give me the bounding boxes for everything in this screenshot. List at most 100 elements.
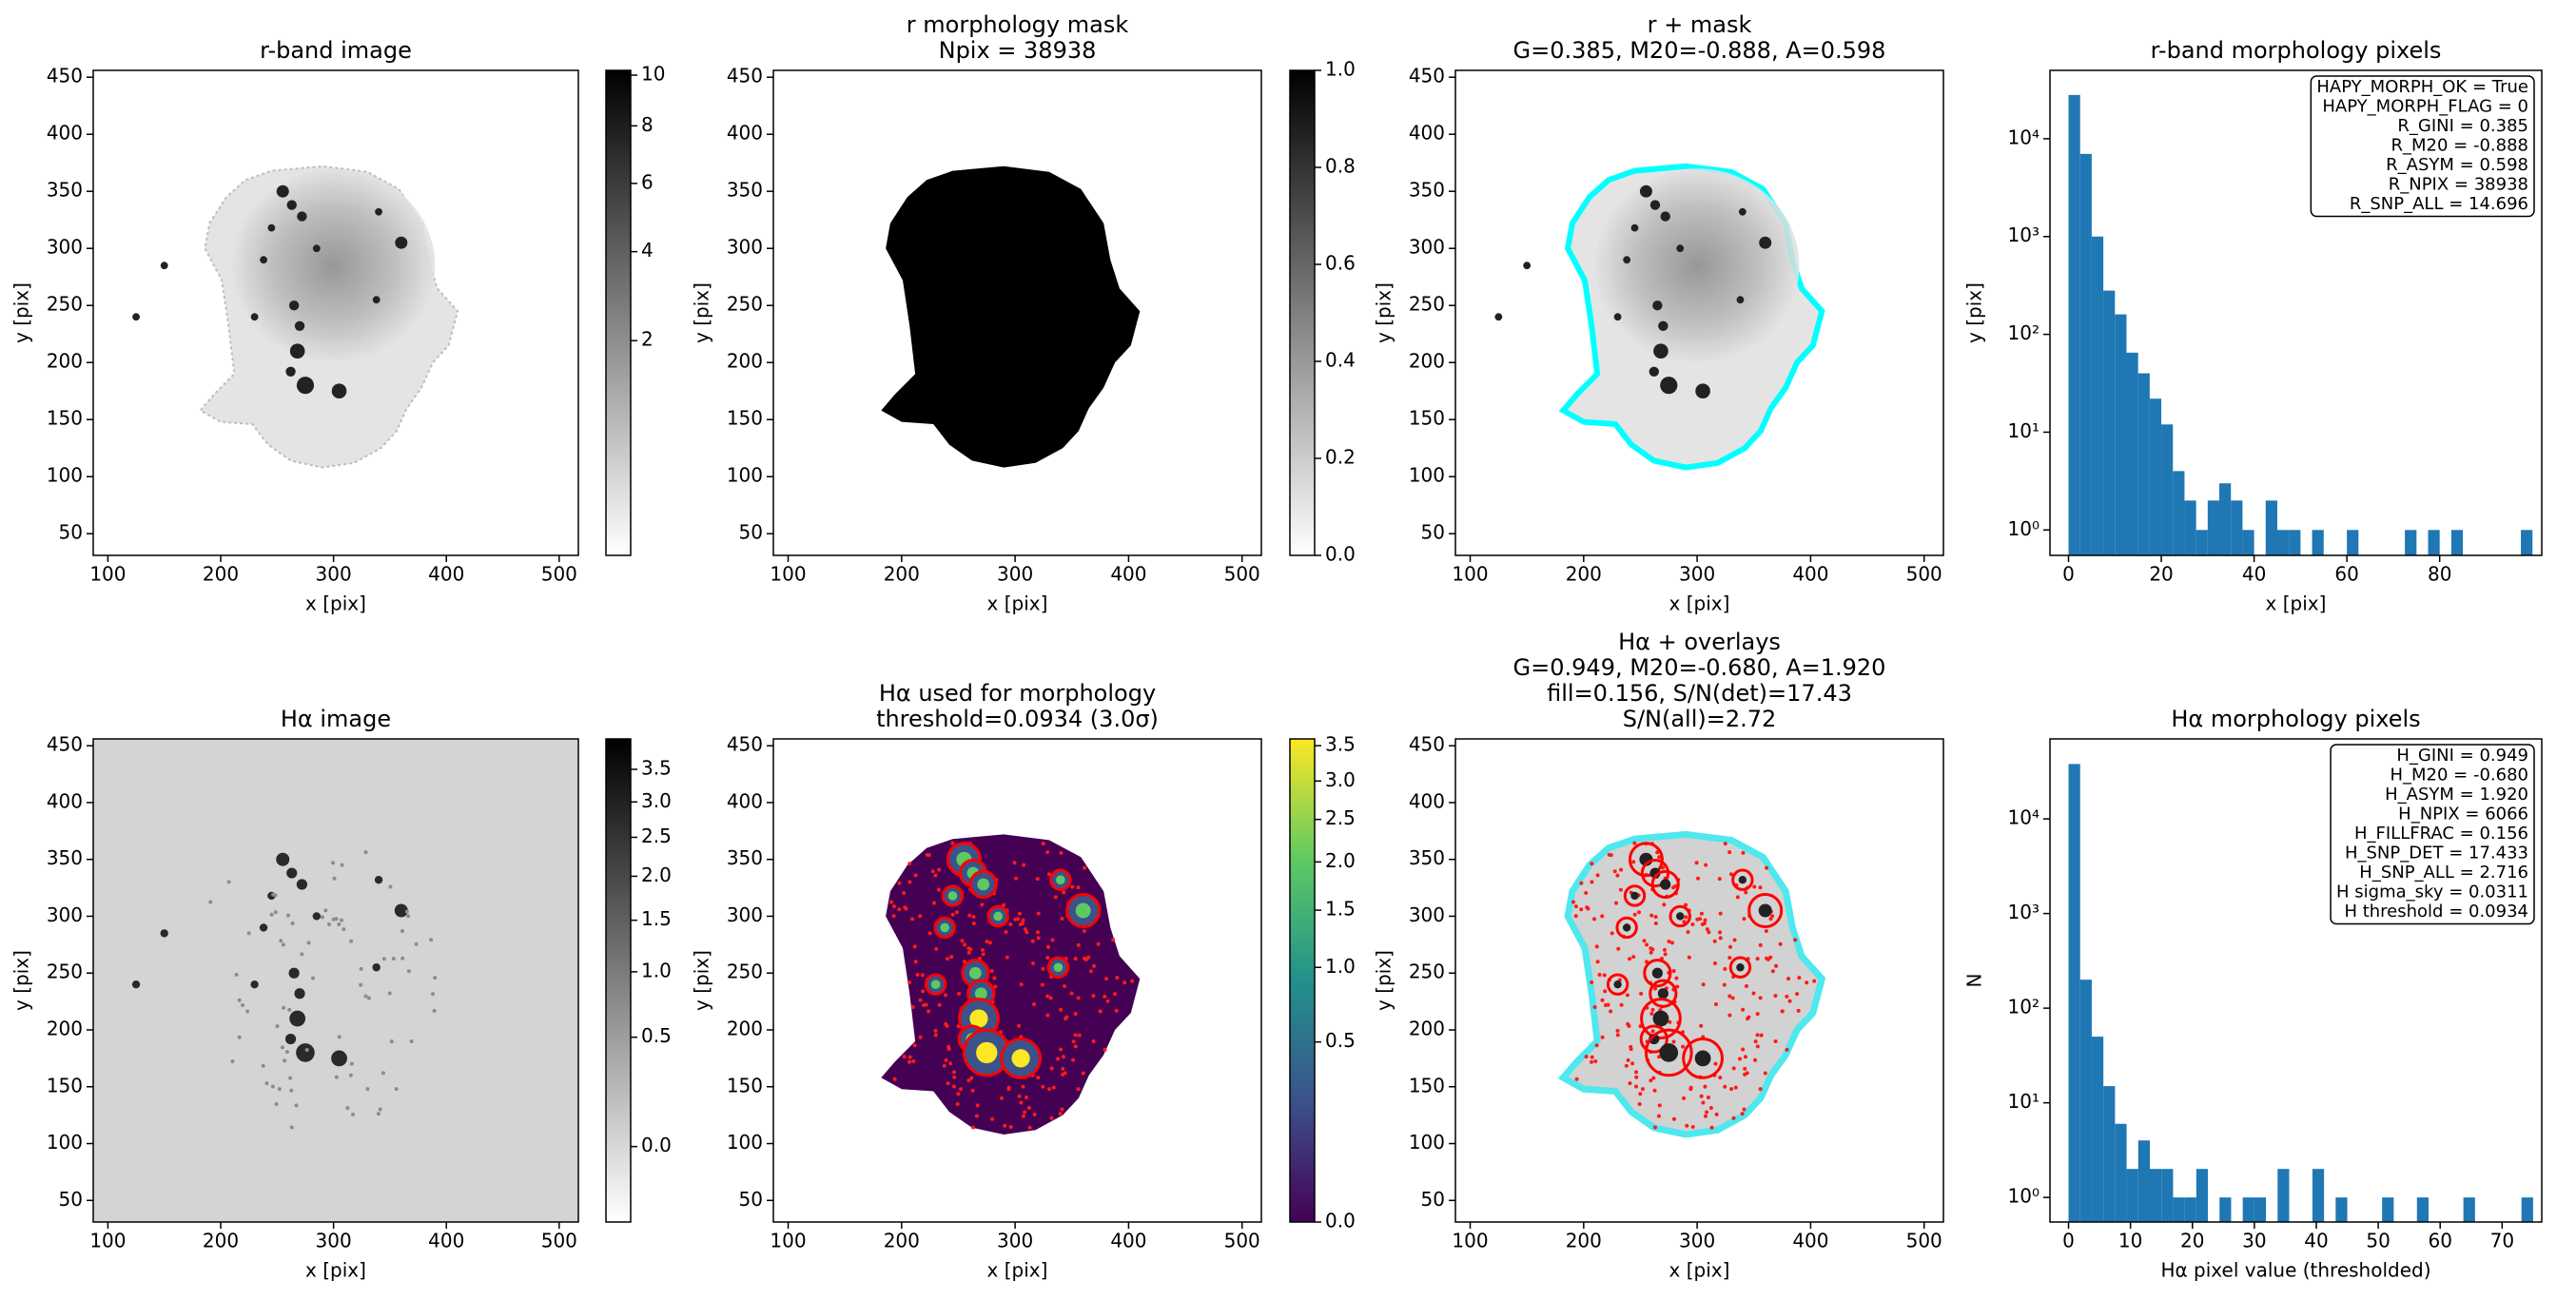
speck bbox=[1130, 979, 1135, 983]
speck bbox=[1763, 1071, 1767, 1076]
source bbox=[947, 891, 958, 901]
speck bbox=[1041, 966, 1045, 971]
speck bbox=[1595, 960, 1600, 964]
chart-title: Hα + overlays bbox=[1618, 629, 1781, 655]
speck bbox=[1650, 1007, 1655, 1012]
speck bbox=[1579, 907, 1584, 912]
source bbox=[288, 967, 300, 979]
source bbox=[1523, 262, 1532, 270]
speck bbox=[306, 941, 311, 945]
y-tick-label: 450 bbox=[727, 733, 763, 756]
y-tick-label: 300 bbox=[1409, 903, 1445, 926]
speck bbox=[1600, 1035, 1605, 1039]
y-axis-label: y [pix] bbox=[691, 282, 713, 343]
speck bbox=[1703, 1114, 1708, 1118]
speck bbox=[1699, 911, 1704, 916]
x-axis-label: x [pix] bbox=[2266, 592, 2327, 615]
bar bbox=[2254, 1197, 2267, 1222]
bar bbox=[2173, 1197, 2185, 1222]
speck bbox=[897, 881, 902, 885]
bar bbox=[2079, 980, 2092, 1222]
speck bbox=[1668, 1019, 1672, 1024]
speck bbox=[1059, 850, 1064, 855]
speck bbox=[1046, 872, 1051, 877]
source bbox=[1659, 1043, 1679, 1062]
source bbox=[286, 867, 298, 879]
speck bbox=[1675, 984, 1680, 989]
speck bbox=[1610, 931, 1614, 936]
speck bbox=[1632, 841, 1637, 845]
contour bbox=[1623, 884, 1647, 907]
bar bbox=[2149, 1169, 2162, 1222]
bar bbox=[2184, 1197, 2196, 1222]
x-tick-label: 500 bbox=[1906, 563, 1942, 586]
speck bbox=[280, 1045, 284, 1050]
y-tick-label: 350 bbox=[1409, 846, 1445, 869]
y-axis-label: N bbox=[1963, 974, 1986, 988]
speck bbox=[912, 944, 917, 949]
speck bbox=[907, 862, 912, 866]
x-tick-label: 20 bbox=[2149, 563, 2173, 586]
annotation-line: H_ASYM = 1.920 bbox=[2385, 785, 2528, 805]
chart-title: r-band morphology pixels bbox=[2151, 37, 2442, 64]
speck bbox=[283, 1058, 287, 1063]
source bbox=[1613, 313, 1622, 321]
speck bbox=[241, 1003, 245, 1008]
x-tick-label: 300 bbox=[997, 563, 1033, 586]
x-tick-label: 500 bbox=[541, 1230, 577, 1252]
speck bbox=[1013, 917, 1018, 922]
speck bbox=[1652, 1088, 1657, 1093]
bar bbox=[2184, 500, 2196, 555]
contour bbox=[1747, 892, 1784, 928]
speck bbox=[1059, 1047, 1064, 1052]
speck bbox=[1612, 869, 1617, 874]
speck bbox=[1637, 1101, 1642, 1106]
speck bbox=[1609, 1009, 1613, 1014]
speck bbox=[1669, 941, 1674, 945]
chart-title: G=0.385, M20=-0.888, A=0.598 bbox=[1513, 37, 1886, 64]
source bbox=[1652, 301, 1663, 311]
colorbar-tick-label: 1.5 bbox=[641, 907, 672, 930]
speck bbox=[1741, 1047, 1746, 1052]
speck bbox=[1755, 1044, 1760, 1049]
source bbox=[131, 980, 141, 989]
speck bbox=[1735, 895, 1740, 900]
source bbox=[1738, 876, 1747, 884]
annotation-line: H_SNP_ALL = 2.716 bbox=[2359, 863, 2528, 883]
source bbox=[1649, 366, 1659, 377]
speck bbox=[400, 928, 404, 933]
speck bbox=[915, 973, 920, 978]
masked-region bbox=[881, 834, 1141, 1135]
panel: 2 4 6 8 10 100 200 300 400 500 50 100 150 200 250 300 35… bbox=[10, 37, 666, 615]
speck bbox=[1070, 884, 1075, 889]
speck bbox=[1115, 976, 1120, 980]
source bbox=[285, 366, 296, 377]
speck bbox=[892, 1077, 897, 1081]
speck bbox=[1768, 917, 1773, 922]
speck bbox=[927, 931, 932, 936]
bar bbox=[2265, 500, 2277, 555]
speck bbox=[334, 1075, 339, 1079]
speck bbox=[966, 950, 971, 955]
galaxy-core bbox=[1594, 168, 1800, 363]
speck bbox=[1062, 984, 1066, 989]
speck bbox=[1071, 1057, 1076, 1062]
y-tick-label: 200 bbox=[47, 350, 83, 373]
y-tick-label: 150 bbox=[47, 1074, 83, 1096]
x-tick-label: 40 bbox=[2304, 1230, 2328, 1252]
speck bbox=[971, 915, 976, 920]
speck bbox=[1755, 957, 1760, 961]
bar bbox=[2242, 530, 2254, 555]
speck bbox=[907, 880, 912, 884]
speck bbox=[1655, 850, 1660, 855]
source bbox=[1695, 383, 1710, 399]
speck bbox=[1064, 1017, 1068, 1021]
speck bbox=[400, 956, 405, 960]
source bbox=[276, 852, 290, 866]
speck bbox=[920, 973, 925, 978]
speck bbox=[936, 887, 941, 892]
speck bbox=[1684, 915, 1688, 920]
x-tick-label: 400 bbox=[428, 1230, 464, 1252]
plot-area bbox=[881, 165, 1141, 468]
